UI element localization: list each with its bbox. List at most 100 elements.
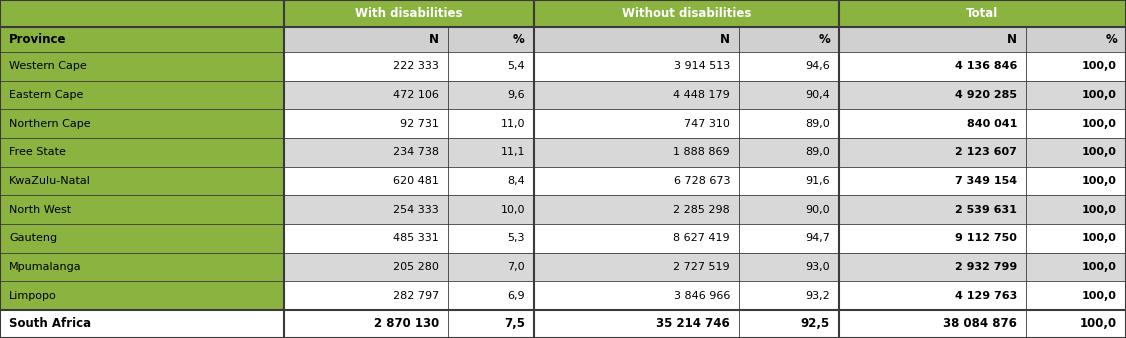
Bar xyxy=(1026,110,1126,138)
Text: 92,5: 92,5 xyxy=(801,317,830,331)
Bar xyxy=(284,0,534,27)
Text: 6 728 673: 6 728 673 xyxy=(673,176,730,186)
Bar xyxy=(0,138,284,167)
Text: 6,9: 6,9 xyxy=(507,291,525,300)
Text: 4 136 846: 4 136 846 xyxy=(955,62,1017,71)
Bar xyxy=(739,27,839,52)
Text: 90,4: 90,4 xyxy=(805,90,830,100)
Text: 90,0: 90,0 xyxy=(805,204,830,215)
Text: 840 041: 840 041 xyxy=(967,119,1017,129)
Text: 2 123 607: 2 123 607 xyxy=(955,147,1017,157)
Bar xyxy=(0,224,284,252)
Bar xyxy=(448,281,534,310)
Text: N: N xyxy=(1007,33,1017,46)
Text: 35 214 746: 35 214 746 xyxy=(656,317,730,331)
Bar xyxy=(284,252,448,281)
Text: 2 285 298: 2 285 298 xyxy=(673,204,730,215)
Text: Eastern Cape: Eastern Cape xyxy=(9,90,83,100)
Bar xyxy=(534,252,739,281)
Text: 11,1: 11,1 xyxy=(500,147,525,157)
Bar xyxy=(739,52,839,81)
Text: 1 888 869: 1 888 869 xyxy=(673,147,730,157)
Text: 11,0: 11,0 xyxy=(500,119,525,129)
Text: 94,7: 94,7 xyxy=(805,233,830,243)
Bar xyxy=(534,81,739,110)
Text: KwaZulu-Natal: KwaZulu-Natal xyxy=(9,176,91,186)
Text: Province: Province xyxy=(9,33,66,46)
Bar xyxy=(284,224,448,252)
Bar xyxy=(1026,281,1126,310)
Bar xyxy=(839,52,1026,81)
Bar xyxy=(739,195,839,224)
Text: 485 331: 485 331 xyxy=(393,233,439,243)
Bar xyxy=(534,138,739,167)
Bar xyxy=(739,81,839,110)
Text: 3 914 513: 3 914 513 xyxy=(673,62,730,71)
Text: 234 738: 234 738 xyxy=(393,147,439,157)
Text: Without disabilities: Without disabilities xyxy=(622,7,751,20)
Bar xyxy=(739,252,839,281)
Text: 4 920 285: 4 920 285 xyxy=(955,90,1017,100)
Bar xyxy=(0,81,284,110)
Text: 747 310: 747 310 xyxy=(685,119,730,129)
Text: 2 727 519: 2 727 519 xyxy=(673,262,730,272)
Text: 3 846 966: 3 846 966 xyxy=(673,291,730,300)
Bar xyxy=(1026,224,1126,252)
Bar xyxy=(1026,81,1126,110)
Text: 7 349 154: 7 349 154 xyxy=(955,176,1017,186)
Bar xyxy=(284,81,448,110)
Text: 5,3: 5,3 xyxy=(508,233,525,243)
Text: N: N xyxy=(429,33,439,46)
Bar xyxy=(0,310,284,338)
Text: Total: Total xyxy=(966,7,999,20)
Text: 100,0: 100,0 xyxy=(1082,291,1117,300)
Bar xyxy=(534,281,739,310)
Text: Northern Cape: Northern Cape xyxy=(9,119,90,129)
Bar xyxy=(1026,252,1126,281)
Text: 100,0: 100,0 xyxy=(1082,233,1117,243)
Bar xyxy=(739,138,839,167)
Bar xyxy=(534,224,739,252)
Text: 100,0: 100,0 xyxy=(1082,90,1117,100)
Text: 2 870 130: 2 870 130 xyxy=(374,317,439,331)
Text: 91,6: 91,6 xyxy=(805,176,830,186)
Bar xyxy=(448,81,534,110)
Text: %: % xyxy=(1106,33,1117,46)
Bar xyxy=(534,0,839,27)
Bar xyxy=(1026,138,1126,167)
Text: 9,6: 9,6 xyxy=(507,90,525,100)
Bar xyxy=(739,110,839,138)
Bar xyxy=(284,27,448,52)
Bar xyxy=(839,27,1026,52)
Text: 4 129 763: 4 129 763 xyxy=(955,291,1017,300)
Text: 38 084 876: 38 084 876 xyxy=(944,317,1017,331)
Text: 205 280: 205 280 xyxy=(393,262,439,272)
Bar xyxy=(448,52,534,81)
Text: 4 448 179: 4 448 179 xyxy=(673,90,730,100)
Text: 93,2: 93,2 xyxy=(805,291,830,300)
Bar xyxy=(534,110,739,138)
Bar xyxy=(534,52,739,81)
Bar xyxy=(839,110,1026,138)
Bar xyxy=(839,0,1126,27)
Bar xyxy=(0,110,284,138)
Bar xyxy=(1026,27,1126,52)
Text: 2 932 799: 2 932 799 xyxy=(955,262,1017,272)
Bar xyxy=(0,281,284,310)
Text: Gauteng: Gauteng xyxy=(9,233,57,243)
Bar xyxy=(284,167,448,195)
Bar xyxy=(839,167,1026,195)
Text: Limpopo: Limpopo xyxy=(9,291,56,300)
Text: 5,4: 5,4 xyxy=(507,62,525,71)
Text: Mpumalanga: Mpumalanga xyxy=(9,262,81,272)
Bar xyxy=(448,252,534,281)
Text: %: % xyxy=(819,33,830,46)
Bar xyxy=(739,310,839,338)
Text: 222 333: 222 333 xyxy=(393,62,439,71)
Bar xyxy=(0,52,284,81)
Bar xyxy=(839,138,1026,167)
Text: 282 797: 282 797 xyxy=(393,291,439,300)
Bar xyxy=(0,195,284,224)
Text: 472 106: 472 106 xyxy=(393,90,439,100)
Text: 10,0: 10,0 xyxy=(500,204,525,215)
